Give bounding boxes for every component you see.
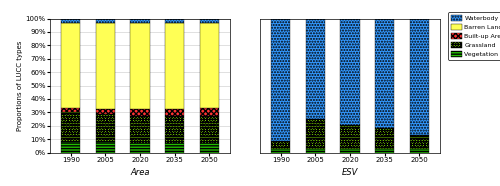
Bar bbox=[96, 23, 115, 109]
Bar bbox=[61, 19, 80, 23]
Bar bbox=[165, 109, 184, 116]
Legend: Waterbody, Barren Land, Built-up Area, Grassland, Vegetation land: Waterbody, Barren Land, Built-up Area, G… bbox=[448, 12, 500, 60]
Bar bbox=[61, 23, 80, 108]
Bar bbox=[375, 19, 394, 128]
Bar bbox=[61, 142, 80, 153]
Bar bbox=[165, 19, 184, 23]
Bar bbox=[61, 108, 80, 112]
Bar bbox=[340, 125, 359, 149]
Bar bbox=[61, 112, 80, 142]
Bar bbox=[271, 141, 290, 148]
Bar bbox=[410, 149, 429, 153]
Bar bbox=[96, 142, 115, 153]
Bar bbox=[375, 149, 394, 153]
Bar bbox=[200, 19, 219, 23]
Bar bbox=[271, 19, 290, 141]
Bar bbox=[340, 149, 359, 153]
Bar bbox=[410, 19, 429, 135]
Bar bbox=[200, 143, 219, 153]
Bar bbox=[165, 143, 184, 153]
Bar bbox=[271, 148, 290, 153]
Bar bbox=[96, 114, 115, 142]
Bar bbox=[130, 109, 150, 116]
Bar bbox=[306, 19, 325, 119]
Bar bbox=[130, 23, 150, 109]
Bar bbox=[306, 149, 325, 153]
Bar bbox=[96, 109, 115, 114]
Bar bbox=[375, 128, 394, 149]
Bar bbox=[306, 119, 325, 149]
Bar bbox=[200, 116, 219, 143]
Bar bbox=[165, 116, 184, 143]
Bar bbox=[200, 108, 219, 116]
X-axis label: Area: Area bbox=[130, 168, 150, 177]
Bar bbox=[96, 19, 115, 23]
Bar bbox=[130, 19, 150, 23]
Bar bbox=[165, 23, 184, 109]
Bar bbox=[130, 143, 150, 153]
Bar bbox=[410, 135, 429, 149]
Bar bbox=[340, 19, 359, 125]
Y-axis label: Proportions of LUCC types: Proportions of LUCC types bbox=[17, 40, 23, 131]
Bar bbox=[130, 116, 150, 143]
X-axis label: ESV: ESV bbox=[342, 168, 358, 177]
Bar bbox=[200, 23, 219, 108]
